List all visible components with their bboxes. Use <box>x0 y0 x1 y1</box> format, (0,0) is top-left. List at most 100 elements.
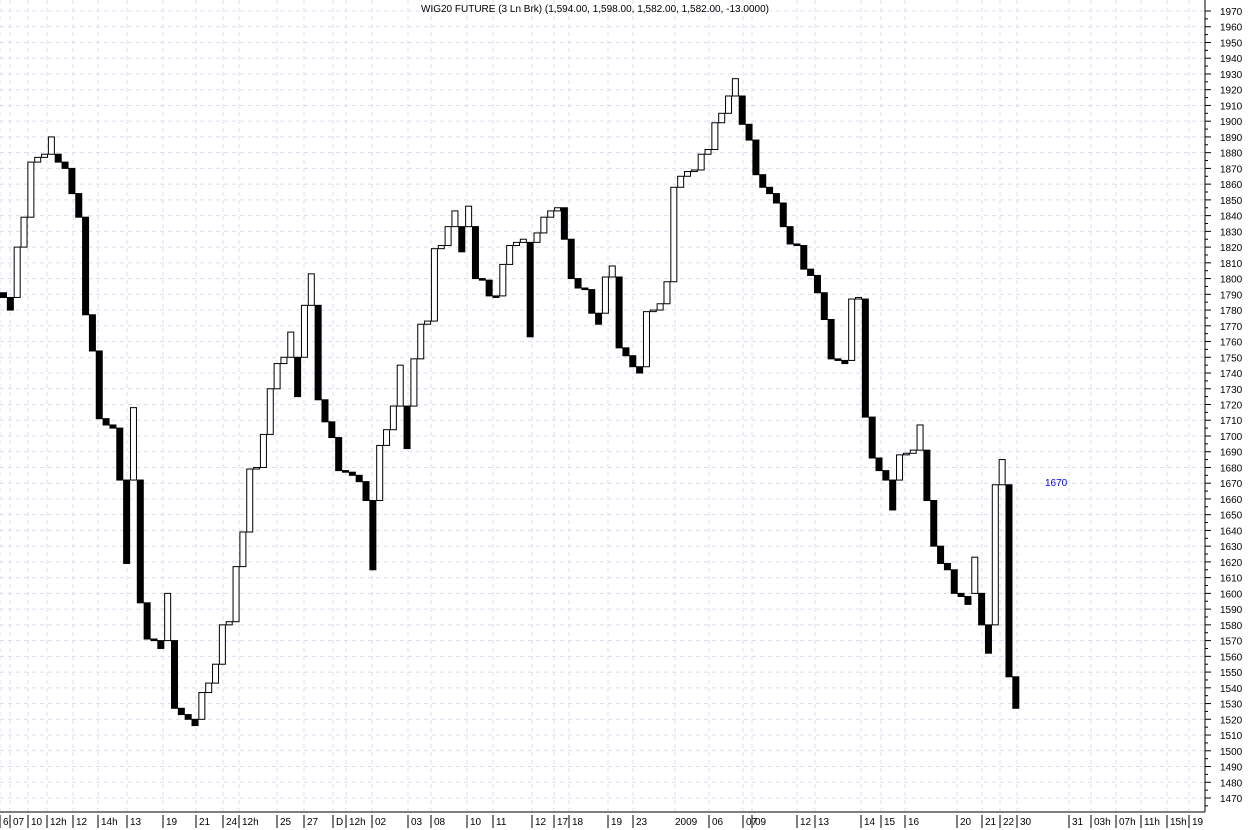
brick-up <box>198 692 206 720</box>
brick-up <box>601 276 609 314</box>
brick-up <box>376 444 384 502</box>
brick-up <box>253 466 261 470</box>
brick-up <box>909 449 917 454</box>
brick-up <box>225 621 233 626</box>
brick-up <box>697 153 705 171</box>
brick-up <box>499 263 507 297</box>
y-tick-label: 1750 <box>1220 353 1243 364</box>
brick-up <box>239 531 247 568</box>
brick-down <box>984 624 992 654</box>
brick-down <box>6 296 14 311</box>
brick-down <box>61 161 69 169</box>
x-tick-label: 12 <box>535 817 547 828</box>
y-tick-label: 1950 <box>1220 38 1243 49</box>
brick-down <box>636 366 644 374</box>
brick-up <box>383 429 391 446</box>
brick-down <box>184 714 192 720</box>
y-tick-label: 1490 <box>1220 763 1243 774</box>
brick-down <box>772 193 780 204</box>
brick-up <box>608 265 616 278</box>
x-tick-label: 02 <box>375 817 387 828</box>
brick-up <box>855 296 862 300</box>
brick-down <box>458 226 466 253</box>
brick-up <box>417 323 425 360</box>
brick-up <box>164 592 172 642</box>
x-tick-label: 15 <box>884 817 896 828</box>
y-tick-label: 1930 <box>1220 70 1243 81</box>
brick-down <box>827 319 835 360</box>
brick-up <box>129 407 137 481</box>
brick-up <box>437 245 445 250</box>
brick-up <box>554 207 562 212</box>
y-tick-label: 1970 <box>1220 7 1243 18</box>
last-value-label: 1670 <box>1045 478 1068 489</box>
brick-up <box>731 78 739 97</box>
x-tick-label: 12h <box>242 817 259 828</box>
x-tick-label: 08 <box>434 817 446 828</box>
brick-down <box>191 718 199 727</box>
y-tick-label: 1730 <box>1220 385 1243 396</box>
brick-down <box>943 562 951 571</box>
brick-down <box>868 416 876 459</box>
y-tick-label: 1680 <box>1220 463 1243 474</box>
x-tick-label: 6 <box>3 817 9 828</box>
brick-up <box>389 405 397 431</box>
brick-down <box>75 193 83 218</box>
brick-down <box>177 707 185 716</box>
y-tick-label: 1580 <box>1220 621 1243 632</box>
x-tick-label: 31 <box>1072 817 1084 828</box>
x-tick-label: 23 <box>636 817 648 828</box>
y-tick-label: 1700 <box>1220 432 1243 443</box>
x-tick-label: 2009 <box>675 817 698 828</box>
x-tick-label: 19 <box>1192 817 1204 828</box>
brick-down <box>813 274 821 294</box>
y-tick-label: 1780 <box>1220 306 1243 317</box>
brick-up <box>991 484 999 626</box>
y-tick-label: 1630 <box>1220 542 1243 553</box>
brick-up <box>677 175 685 188</box>
brick-down <box>150 638 158 642</box>
brick-down <box>485 279 493 297</box>
brick-down <box>629 355 637 368</box>
x-tick-label: 21 <box>985 817 997 828</box>
brick-down <box>923 449 931 502</box>
brick-up <box>218 624 226 665</box>
y-tick-label: 1690 <box>1220 448 1243 459</box>
brick-down <box>574 278 582 289</box>
y-tick-label: 1540 <box>1220 684 1243 695</box>
brick-up <box>848 298 856 361</box>
brick-up <box>246 468 254 533</box>
brick-down <box>171 640 178 709</box>
brick-up <box>540 216 548 234</box>
y-tick-label: 1960 <box>1220 23 1243 34</box>
y-tick-label: 1940 <box>1220 54 1243 65</box>
x-tick-label: 06 <box>712 817 724 828</box>
y-tick-label: 1800 <box>1220 275 1243 286</box>
x-tick-label: 14 <box>864 817 876 828</box>
brick-up <box>663 281 671 305</box>
brick-up <box>396 364 404 407</box>
x-tick-label: D <box>336 817 343 828</box>
brick-up <box>506 245 514 265</box>
y-tick-label: 1500 <box>1220 747 1243 758</box>
brick-up <box>232 566 240 623</box>
y-tick-label: 1530 <box>1220 700 1243 711</box>
x-tick-label: 03h <box>1094 817 1111 828</box>
x-tick-label: 10 <box>31 817 43 828</box>
y-axis: 1970 1960 1950 1940 1930 1920 1910 1900 1890 1880… <box>1204 0 1243 812</box>
y-tick-label: 1590 <box>1220 605 1243 616</box>
y-tick-label: 1600 <box>1220 589 1243 600</box>
x-tick-label: 18 <box>572 817 584 828</box>
y-tick-label: 1610 <box>1220 574 1243 585</box>
brick-up <box>971 556 979 594</box>
y-tick-label: 1670 <box>1220 479 1243 490</box>
brick-up <box>690 169 698 173</box>
brick-up <box>13 246 21 298</box>
chart-title: WIG20 FUTURE (3 Ln Brk) (1,594.00, 1,598… <box>421 4 769 15</box>
x-tick-label: 16 <box>908 817 920 828</box>
brick-up <box>998 459 1006 486</box>
brick-down <box>930 500 938 547</box>
x-tick-label: 17 <box>557 817 569 828</box>
y-tick-label: 1760 <box>1220 338 1243 349</box>
x-tick-label: 19 <box>611 817 623 828</box>
